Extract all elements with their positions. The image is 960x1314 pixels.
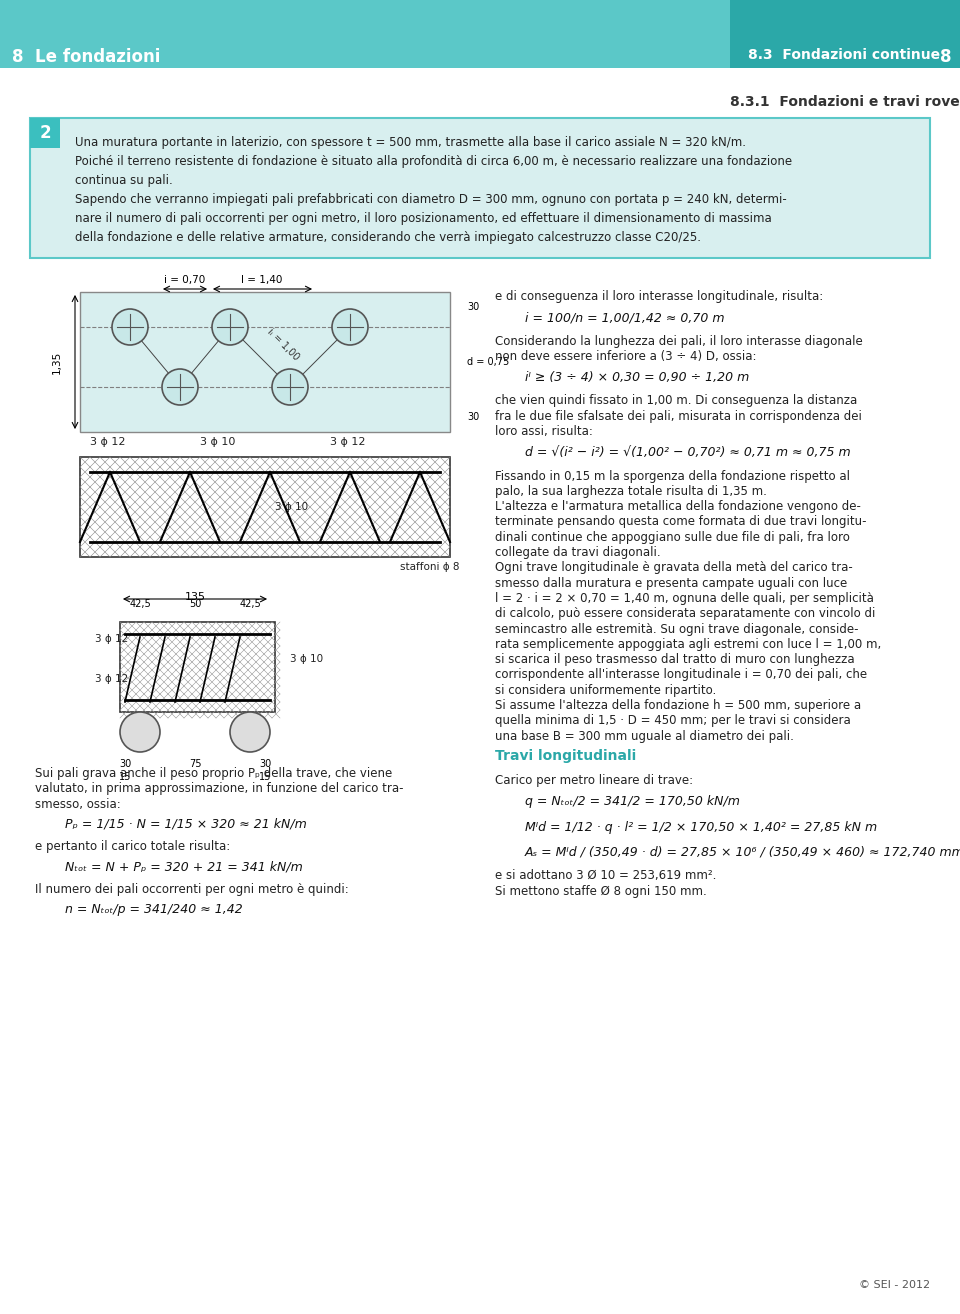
Bar <box>730 0 960 68</box>
Text: © SEI - 2012: © SEI - 2012 <box>859 1280 930 1290</box>
Text: smesso, ossia:: smesso, ossia: <box>35 798 121 811</box>
Circle shape <box>212 309 248 346</box>
Text: 3 ϕ 10: 3 ϕ 10 <box>275 502 308 512</box>
Text: l = 1,40: l = 1,40 <box>241 275 282 285</box>
Circle shape <box>332 309 368 346</box>
Text: e pertanto il carico totale risulta:: e pertanto il carico totale risulta: <box>35 840 230 853</box>
Text: della fondazione e delle relative armature, considerando che verrà impiegato cal: della fondazione e delle relative armatu… <box>75 231 701 244</box>
Text: Aₛ = Mᴵd / (350,49 · d) = 27,85 × 10⁶ / (350,49 × 460) ≈ 172,740 mm²: Aₛ = Mᴵd / (350,49 · d) = 27,85 × 10⁶ / … <box>525 846 960 859</box>
Text: 3 ϕ 10: 3 ϕ 10 <box>290 654 324 664</box>
Text: i = 100/n = 1,00/1,42 ≈ 0,70 m: i = 100/n = 1,00/1,42 ≈ 0,70 m <box>525 311 725 325</box>
Text: 8.3  Fondazioni continue: 8.3 Fondazioni continue <box>748 49 940 62</box>
Text: d = 0,75: d = 0,75 <box>467 357 509 367</box>
Text: di calcolo, può essere considerata separatamente con vincolo di: di calcolo, può essere considerata separ… <box>495 607 876 620</box>
Text: 3 ϕ 12: 3 ϕ 12 <box>90 438 126 447</box>
Text: si scarica il peso trasmesso dal tratto di muro con lunghezza: si scarica il peso trasmesso dal tratto … <box>495 653 854 666</box>
Text: 135: 135 <box>184 593 205 602</box>
Bar <box>80 292 450 432</box>
Text: 75: 75 <box>189 759 202 769</box>
Text: 3 ϕ 12: 3 ϕ 12 <box>95 674 129 685</box>
Text: continua su pali.: continua su pali. <box>75 173 173 187</box>
Text: i = 0,70: i = 0,70 <box>164 275 205 285</box>
Bar <box>80 457 450 557</box>
Text: collegate da travi diagonali.: collegate da travi diagonali. <box>495 547 660 558</box>
Text: iᴵ ≥ (3 ÷ 4) × 0,30 = 0,90 ÷ 1,20 m: iᴵ ≥ (3 ÷ 4) × 0,30 = 0,90 ÷ 1,20 m <box>525 371 749 384</box>
Bar <box>0 0 960 68</box>
Text: 42,5: 42,5 <box>130 599 151 608</box>
Text: 2: 2 <box>39 124 51 142</box>
Text: Sui pali grava anche il peso proprio Pₚ della trave, che viene: Sui pali grava anche il peso proprio Pₚ … <box>35 767 393 781</box>
Text: Il numero dei pali occorrenti per ogni metro è quindi:: Il numero dei pali occorrenti per ogni m… <box>35 883 348 896</box>
Circle shape <box>112 309 148 346</box>
Text: palo, la sua larghezza totale risulta di 1,35 m.: palo, la sua larghezza totale risulta di… <box>495 485 767 498</box>
Text: Ogni trave longitudinale è gravata della metà del carico tra-: Ogni trave longitudinale è gravata della… <box>495 561 852 574</box>
Text: Pₚ = 1/15 · N = 1/15 × 320 ≈ 21 kN/m: Pₚ = 1/15 · N = 1/15 × 320 ≈ 21 kN/m <box>65 817 307 830</box>
Text: 3 ϕ 10: 3 ϕ 10 <box>200 438 235 447</box>
Text: valutato, in prima approssimazione, in funzione del carico tra-: valutato, in prima approssimazione, in f… <box>35 782 403 795</box>
Text: smesso dalla muratura e presenta campate uguali con luce: smesso dalla muratura e presenta campate… <box>495 577 848 590</box>
Text: che vien quindi fissato in 1,00 m. Di conseguenza la distanza: che vien quindi fissato in 1,00 m. Di co… <box>495 394 857 407</box>
Text: e si adottano 3 Ø 10 = 253,619 mm².: e si adottano 3 Ø 10 = 253,619 mm². <box>495 870 716 882</box>
Text: n = Nₜₒₜ/p = 341/240 ≈ 1,42: n = Nₜₒₜ/p = 341/240 ≈ 1,42 <box>65 903 243 916</box>
Text: 8  Le fondazioni: 8 Le fondazioni <box>12 49 160 66</box>
Text: dinali continue che appoggiano sulle due file di pali, fra loro: dinali continue che appoggiano sulle due… <box>495 531 850 544</box>
Circle shape <box>162 369 198 405</box>
Text: l = 2 · i = 2 × 0,70 = 1,40 m, ognuna delle quali, per semplicità: l = 2 · i = 2 × 0,70 = 1,40 m, ognuna de… <box>495 591 874 604</box>
Text: 42,5: 42,5 <box>239 599 261 608</box>
Text: Travi longitudinali: Travi longitudinali <box>495 749 636 763</box>
Text: 30: 30 <box>119 759 132 769</box>
Text: nare il numero di pali occorrenti per ogni metro, il loro posizionamento, ed eff: nare il numero di pali occorrenti per og… <box>75 212 772 225</box>
Text: 8.3.1  Fondazioni e travi rovesce: 8.3.1 Fondazioni e travi rovesce <box>730 95 960 109</box>
Text: 30: 30 <box>467 413 479 422</box>
Circle shape <box>272 369 308 405</box>
Text: Fissando in 0,15 m la sporgenza della fondazione rispetto al: Fissando in 0,15 m la sporgenza della fo… <box>495 469 850 482</box>
Text: semincastro alle estremità. Su ogni trave diagonale, conside-: semincastro alle estremità. Su ogni trav… <box>495 623 858 636</box>
Text: rata semplicemente appoggiata agli estremi con luce l = 1,00 m,: rata semplicemente appoggiata agli estre… <box>495 637 881 650</box>
Text: fra le due file sfalsate dei pali, misurata in corrispondenza dei: fra le due file sfalsate dei pali, misur… <box>495 410 862 423</box>
Text: e di conseguenza il loro interasse longitudinale, risulta:: e di conseguenza il loro interasse longi… <box>495 290 824 304</box>
Text: Poiché il terreno resistente di fondazione è situato alla profondità di circa 6,: Poiché il terreno resistente di fondazio… <box>75 155 792 168</box>
Text: 8: 8 <box>940 49 951 66</box>
Text: 30: 30 <box>467 302 479 311</box>
Text: una base B = 300 mm uguale al diametro dei pali.: una base B = 300 mm uguale al diametro d… <box>495 729 794 742</box>
Text: 3 ϕ 12: 3 ϕ 12 <box>95 633 129 644</box>
Text: 15: 15 <box>119 773 132 782</box>
Text: d = √(i² − i²) = √(1,00² − 0,70²) ≈ 0,71 m ≈ 0,75 m: d = √(i² − i²) = √(1,00² − 0,70²) ≈ 0,71… <box>525 447 851 460</box>
Text: Una muratura portante in laterizio, con spessore t = 500 mm, trasmette alla base: Una muratura portante in laterizio, con … <box>75 137 746 148</box>
Text: iᵢ = 1,00: iᵢ = 1,00 <box>265 326 300 361</box>
Text: Considerando la lunghezza dei pali, il loro interasse diagonale: Considerando la lunghezza dei pali, il l… <box>495 335 863 347</box>
Circle shape <box>230 712 270 752</box>
Text: Mᴵd = 1/12 · q · l² = 1/2 × 170,50 × 1,40² = 27,85 kN m: Mᴵd = 1/12 · q · l² = 1/2 × 170,50 × 1,4… <box>525 821 877 834</box>
Text: 50: 50 <box>189 599 202 608</box>
Text: L'altezza e l'armatura metallica della fondazione vengono de-: L'altezza e l'armatura metallica della f… <box>495 501 861 514</box>
Text: Sapendo che verranno impiegati pali prefabbricati con diametro D = 300 mm, ognun: Sapendo che verranno impiegati pali pref… <box>75 193 787 206</box>
Text: staffoni ϕ 8: staffoni ϕ 8 <box>400 562 460 572</box>
Bar <box>30 118 60 148</box>
Text: Si assume l'altezza della fondazione h = 500 mm, superiore a: Si assume l'altezza della fondazione h =… <box>495 699 861 712</box>
Text: 15: 15 <box>259 773 271 782</box>
Text: 3 ϕ 12: 3 ϕ 12 <box>330 438 366 447</box>
Text: q = Nₜₒₜ/2 = 341/2 = 170,50 kN/m: q = Nₜₒₜ/2 = 341/2 = 170,50 kN/m <box>525 795 740 808</box>
Bar <box>120 622 275 712</box>
Text: si considera uniformemente ripartito.: si considera uniformemente ripartito. <box>495 683 716 696</box>
Text: quella minima di 1,5 · D = 450 mm; per le travi si considera: quella minima di 1,5 · D = 450 mm; per l… <box>495 715 851 728</box>
Text: 1,35: 1,35 <box>52 351 62 373</box>
Text: Si mettono staffe Ø 8 ogni 150 mm.: Si mettono staffe Ø 8 ogni 150 mm. <box>495 884 707 897</box>
Text: non deve essere inferiore a (3 ÷ 4) D, ossia:: non deve essere inferiore a (3 ÷ 4) D, o… <box>495 350 756 363</box>
Bar <box>30 118 930 258</box>
Text: terminate pensando questa come formata di due travi longitu-: terminate pensando questa come formata d… <box>495 515 867 528</box>
Text: Nₜₒₜ = N + Pₚ = 320 + 21 = 341 kN/m: Nₜₒₜ = N + Pₚ = 320 + 21 = 341 kN/m <box>65 861 302 874</box>
Circle shape <box>120 712 160 752</box>
Text: Carico per metro lineare di trave:: Carico per metro lineare di trave: <box>495 774 693 787</box>
Text: corrispondente all'interasse longitudinale i = 0,70 dei pali, che: corrispondente all'interasse longitudina… <box>495 669 867 682</box>
Text: 30: 30 <box>259 759 271 769</box>
Text: loro assi, risulta:: loro assi, risulta: <box>495 424 593 438</box>
